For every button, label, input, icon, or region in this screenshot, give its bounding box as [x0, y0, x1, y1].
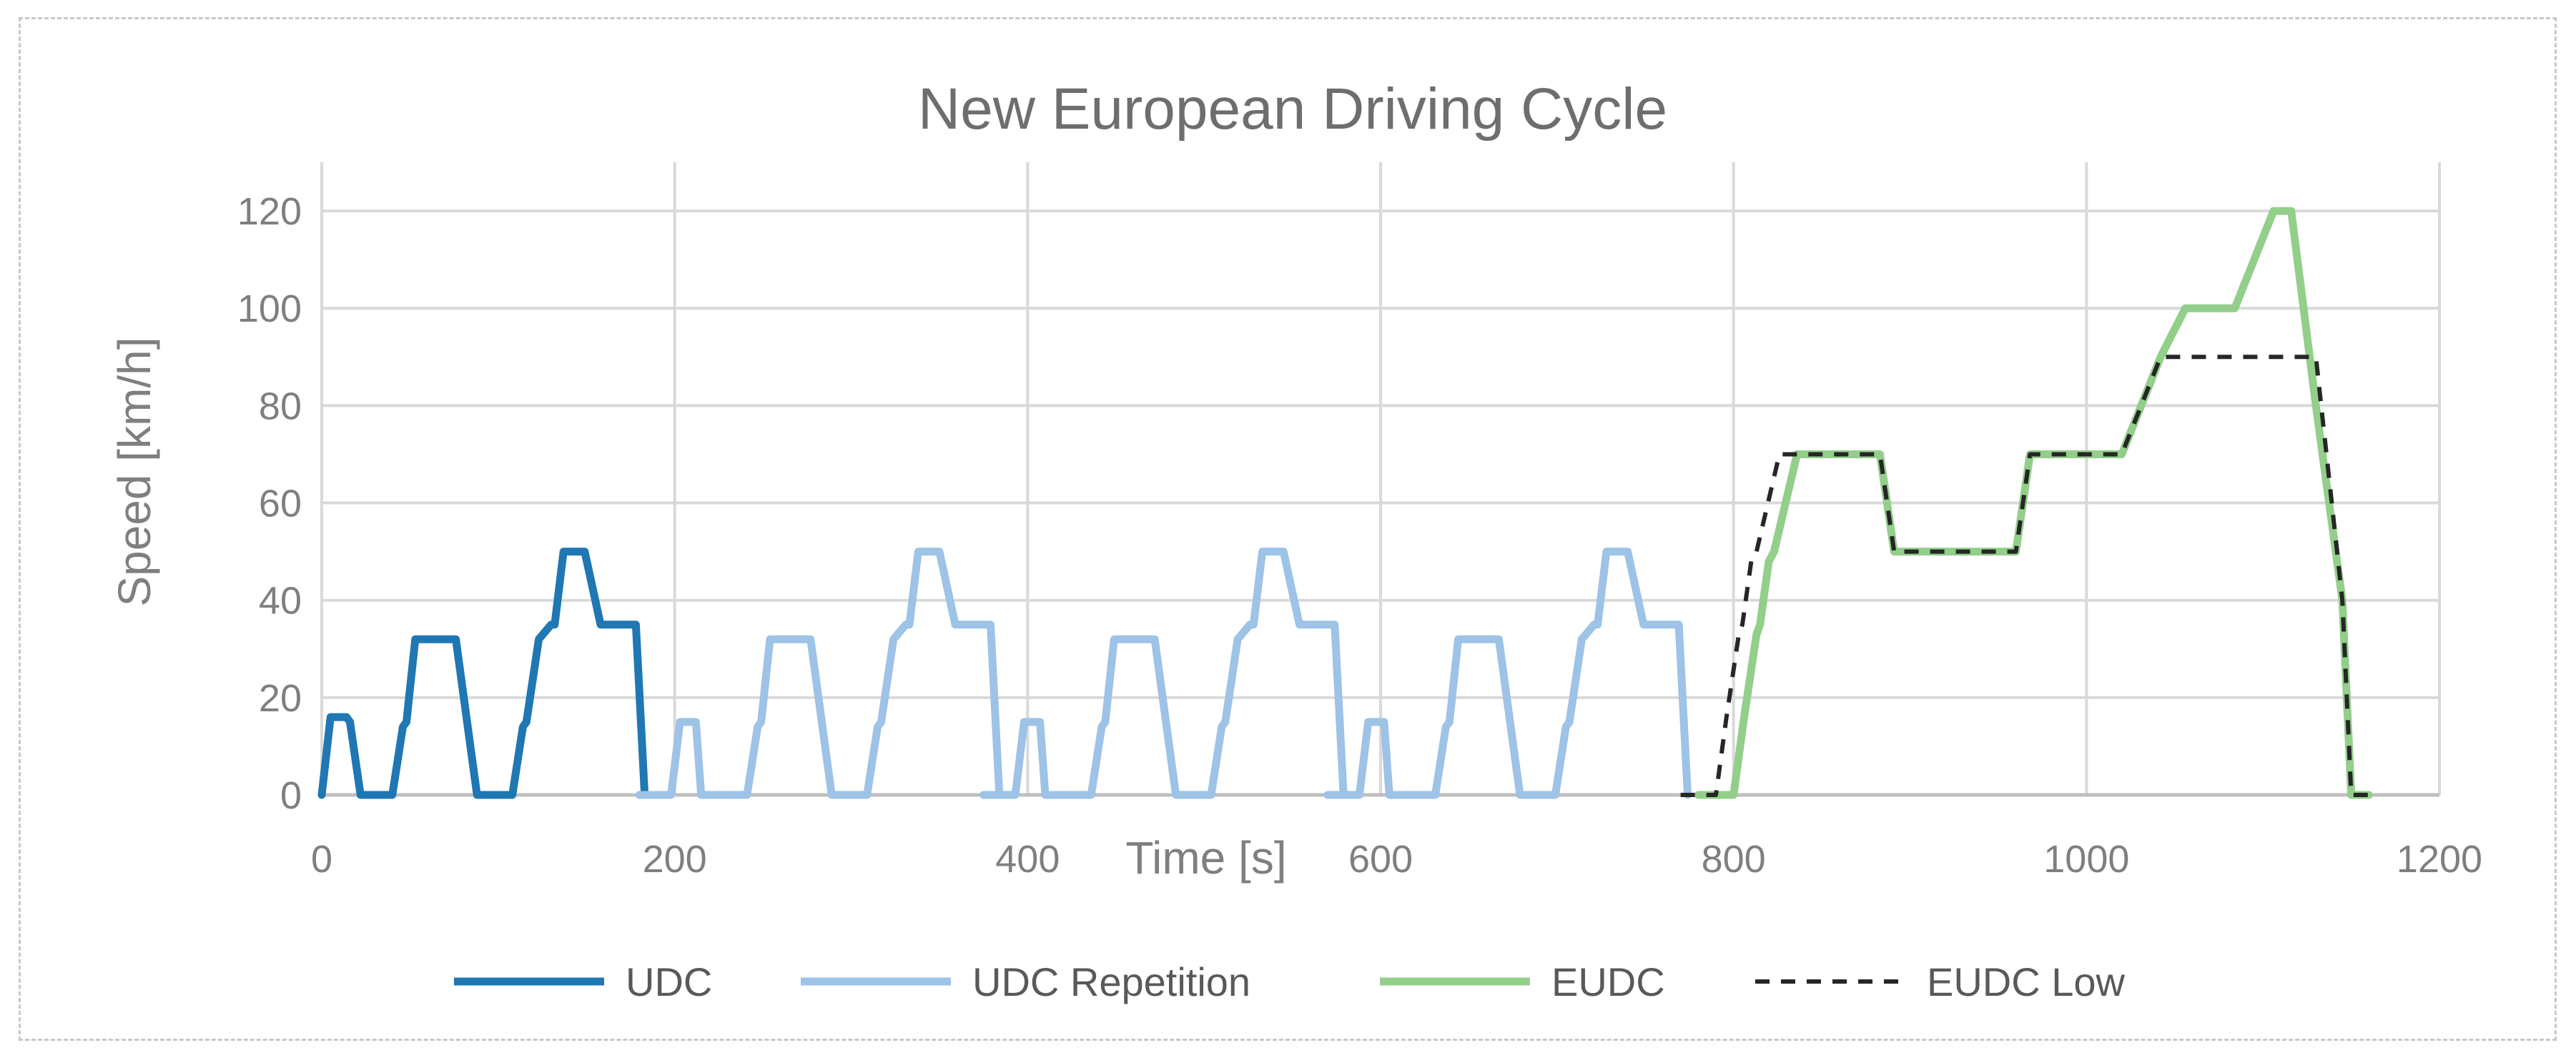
legend-label-0: UDC	[626, 959, 712, 1004]
series-line-udc	[317, 548, 649, 799]
legend: UDC UDC Repetition EUDC EUDC Low	[454, 959, 2126, 1004]
y-tick-label-3: 60	[259, 483, 302, 525]
y-axis-title: Speed [km/h]	[109, 337, 160, 606]
chart-frame	[19, 17, 2557, 1041]
x-tick-label-5: 1000	[2043, 838, 2129, 881]
x-axis-title: Time [s]	[1125, 832, 1286, 884]
x-tick-label-6: 1200	[2397, 838, 2482, 881]
y-tick-label-4: 80	[259, 385, 302, 427]
x-tick-label-1: 200	[643, 838, 707, 881]
series-line-udc-repetition	[635, 548, 1692, 799]
x-tick-label-3: 600	[1348, 838, 1413, 881]
y-tick-label-1: 20	[259, 677, 302, 720]
y-tick-label-0: 0	[280, 774, 302, 817]
series-line-eudc-low	[1680, 355, 2369, 797]
legend-label-2: EUDC	[1551, 959, 1665, 1004]
y-tick-label-6: 120	[237, 190, 302, 233]
series-lines	[317, 207, 2373, 799]
x-tick-label-4: 800	[1702, 838, 1766, 881]
chart-title: New European Driving Cycle	[918, 76, 1667, 142]
legend-label-3: EUDC Low	[1927, 959, 2126, 1004]
gridlines	[320, 162, 2441, 795]
x-tick-label-2: 400	[995, 838, 1060, 881]
y-tick-label-5: 100	[237, 287, 302, 330]
y-tick-label-2: 40	[259, 580, 302, 623]
x-tick-label-0: 0	[311, 838, 332, 881]
legend-label-1: UDC Repetition	[972, 959, 1250, 1004]
